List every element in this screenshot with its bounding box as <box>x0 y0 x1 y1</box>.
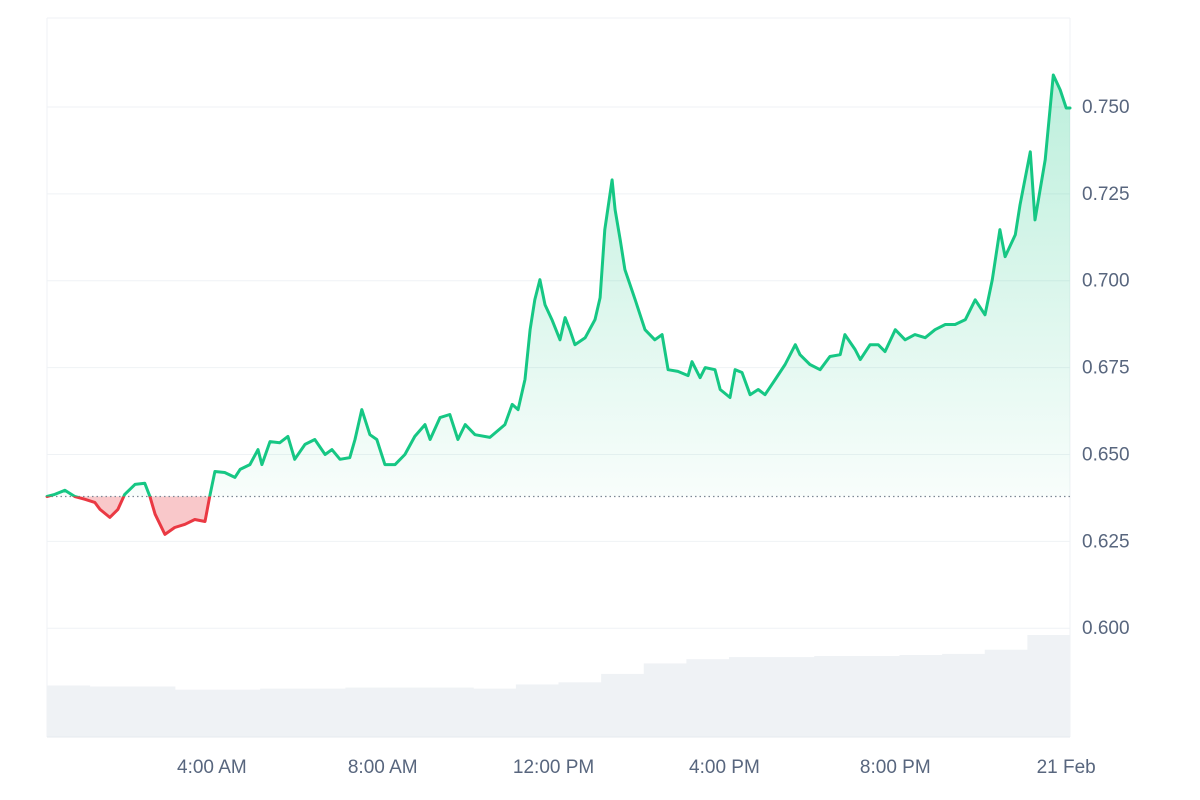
volume-bar <box>388 687 432 737</box>
x-tick-label: 8:00 PM <box>860 757 931 778</box>
price-line <box>45 73 1072 536</box>
volume-bar <box>729 657 773 737</box>
y-tick-label: 0.700 <box>1082 271 1130 292</box>
y-tick-label: 0.750 <box>1082 97 1130 118</box>
volume-bar <box>856 656 900 737</box>
x-tick-label: 12:00 PM <box>513 757 594 778</box>
y-tick-label: 0.725 <box>1082 184 1130 205</box>
y-tick-label: 0.600 <box>1082 618 1130 639</box>
volume-bar <box>643 663 687 737</box>
volume-bar <box>558 682 602 737</box>
volume-bar <box>899 654 943 737</box>
x-tick-label: 21 Feb <box>1037 757 1096 778</box>
y-tick-label: 0.675 <box>1082 358 1130 379</box>
volume-bar <box>89 686 133 737</box>
volume-bar <box>174 689 218 737</box>
area <box>47 75 1070 535</box>
volume-bar <box>473 688 517 737</box>
volume-bar <box>771 657 815 737</box>
volume-bar <box>345 687 389 737</box>
x-tick-label: 4:00 AM <box>177 757 247 778</box>
y-tick-label: 0.650 <box>1082 444 1130 465</box>
volume-bar <box>942 653 986 737</box>
volume-bar <box>601 673 645 737</box>
volume-bar <box>132 686 176 737</box>
volume-bar <box>515 684 559 737</box>
volume-bar <box>260 688 304 737</box>
volume-bar <box>217 689 261 737</box>
volume-bar <box>1027 635 1071 737</box>
volume-bar <box>984 649 1028 737</box>
volume-bar <box>302 688 346 737</box>
x-tick-label: 8:00 AM <box>348 757 418 778</box>
volume-bar <box>430 687 474 737</box>
volume-bar <box>686 659 730 737</box>
volume-bar <box>814 656 858 737</box>
y-tick-label: 0.625 <box>1082 531 1130 552</box>
volume-bar <box>47 685 91 737</box>
x-tick-label: 4:00 PM <box>689 757 760 778</box>
